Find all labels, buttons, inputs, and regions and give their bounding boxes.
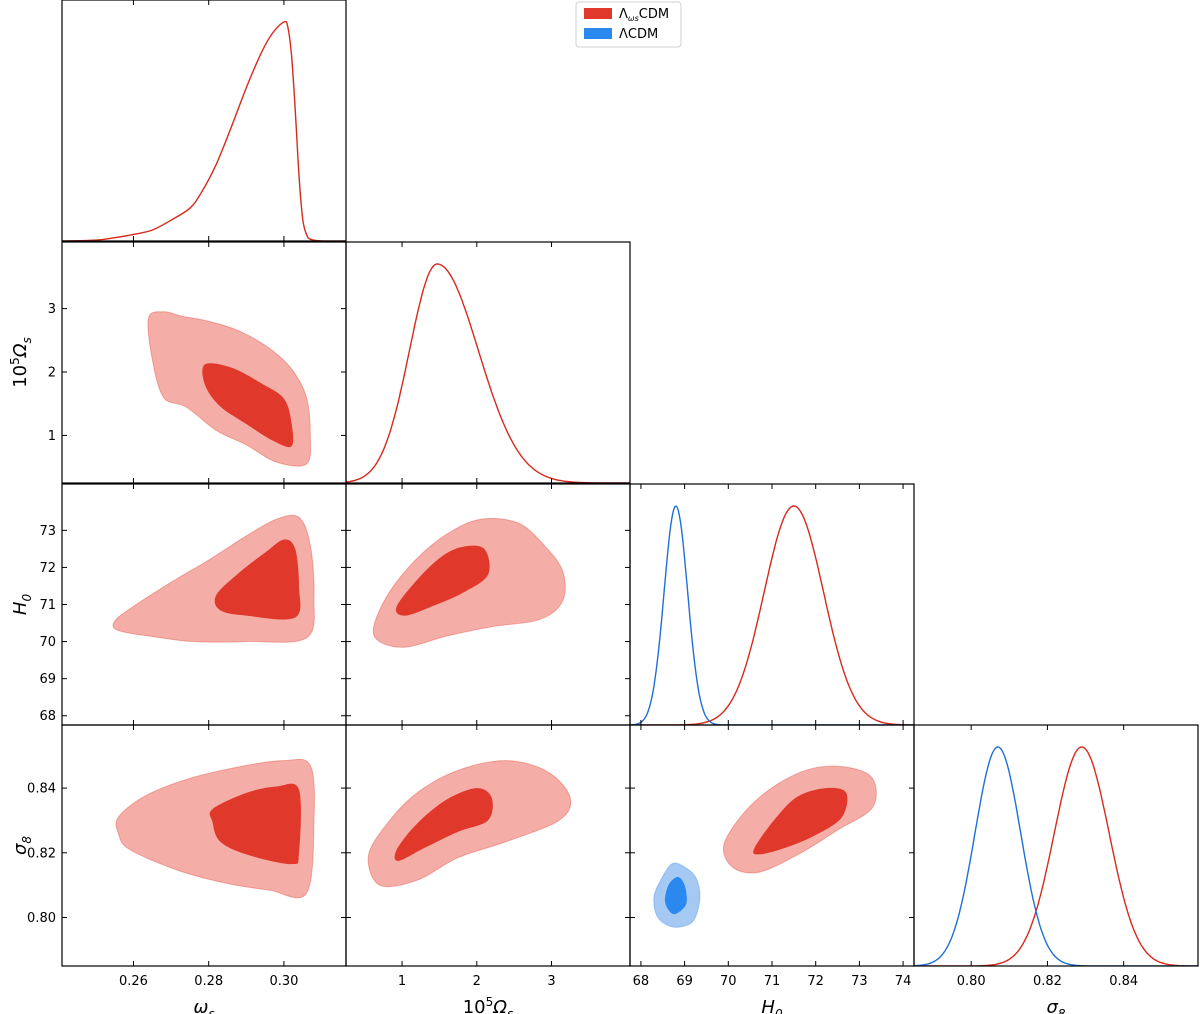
ylabel-H0: H0	[10, 594, 34, 616]
legend-swatch-1	[584, 28, 612, 39]
xtick-label-sigma8-2: 0.84	[1109, 974, 1138, 989]
legend-label-1: ΛCDM	[619, 27, 658, 42]
panel-sigma8_vs_Omega_s	[367, 760, 572, 888]
ytick-label-H0-3: 71	[39, 598, 56, 613]
ytick-label-H0-4: 72	[39, 561, 56, 576]
legend: ΛωsCDM ΛCDM	[575, 1, 682, 48]
ylabel-Omega-s: 105Ωs	[8, 337, 34, 388]
marginal-1-sigma8	[914, 746, 1198, 966]
panel-H0	[630, 505, 914, 725]
xtick-label-sigma8-0: 0.80	[957, 974, 986, 989]
xlabel-H0: H0	[761, 997, 783, 1014]
xtick-label-omega_s-1: 0.28	[194, 974, 223, 989]
marginal-0-omega_s	[62, 20, 346, 241]
xtick-label-Omega_s-1: 2	[473, 974, 481, 989]
legend-swatch-0	[584, 8, 612, 19]
xtick-label-H0-3: 71	[764, 974, 781, 989]
xtick-label-H0-6: 74	[895, 974, 912, 989]
ylabel-sigma8: σ8	[10, 836, 34, 855]
panel-H0_vs_Omega_s	[372, 517, 566, 648]
contour-inner-0-H0_vs_Omega_s	[395, 545, 490, 616]
frame-omega_s	[61, 0, 347, 242]
xtick-label-Omega_s-2: 3	[547, 974, 555, 989]
contour-inner-1-sigma8_vs_H0	[664, 876, 687, 915]
xlabel-omega-s: ωs	[193, 997, 214, 1014]
marginal-0-Omega_s	[346, 263, 630, 483]
panel-H0_vs_omega_s	[112, 514, 315, 643]
frame-sigma8	[913, 724, 1199, 967]
panel-Omega_s_vs_omega_s	[147, 311, 312, 467]
xtick-label-H0-0: 68	[633, 974, 650, 989]
contour-inner-0-sigma8_vs_Omega_s	[394, 788, 493, 861]
ytick-label-H0-5: 73	[39, 524, 56, 539]
xtick-label-omega_s-0: 0.26	[119, 974, 148, 989]
xtick-label-sigma8-1: 0.82	[1033, 974, 1062, 989]
ytick-label-H0-2: 70	[39, 635, 56, 650]
xlabel-Omega-s: 105Ωs	[463, 995, 514, 1014]
panel-sigma8	[914, 746, 1198, 966]
ytick-label-H0-1: 69	[39, 672, 56, 687]
ytick-label-Omega_s-1: 2	[48, 366, 56, 381]
ytick-label-sigma8-2: 0.84	[27, 782, 56, 797]
xtick-label-omega_s-2: 0.30	[269, 974, 298, 989]
contour-inner-0-sigma8_vs_omega_s	[209, 783, 301, 865]
marginal-0-H0	[630, 505, 914, 725]
xtick-label-H0-4: 72	[807, 974, 824, 989]
ytick-label-sigma8-1: 0.82	[27, 846, 56, 861]
frame-H0	[629, 483, 915, 726]
panel-omega_s	[62, 20, 346, 241]
panel-sigma8_vs_omega_s	[115, 758, 315, 899]
panel-sigma8_vs_H0	[653, 765, 877, 928]
ytick-label-H0-0: 68	[39, 709, 56, 724]
panel-Omega_s	[346, 263, 630, 483]
contour-inner-0-H0_vs_omega_s	[214, 539, 301, 620]
ytick-label-Omega_s-0: 1	[48, 429, 56, 444]
xtick-label-H0-1: 69	[676, 974, 693, 989]
frame-Omega_s	[345, 241, 631, 484]
legend-label-0: ΛωsCDM	[619, 7, 669, 23]
xtick-label-H0-2: 70	[720, 974, 737, 989]
xlabel-sigma8: σ8	[1046, 997, 1065, 1014]
ytick-label-Omega_s-2: 3	[48, 302, 56, 317]
xtick-label-H0-5: 73	[851, 974, 868, 989]
xtick-label-Omega_s-0: 1	[398, 974, 406, 989]
contour-inner-0-Omega_s_vs_omega_s	[202, 363, 294, 448]
ytick-label-sigma8-0: 0.80	[27, 911, 56, 926]
contour-inner-0-sigma8_vs_H0	[753, 787, 848, 855]
marginal-1-H0	[630, 505, 914, 725]
marginal-0-sigma8	[914, 746, 1198, 966]
